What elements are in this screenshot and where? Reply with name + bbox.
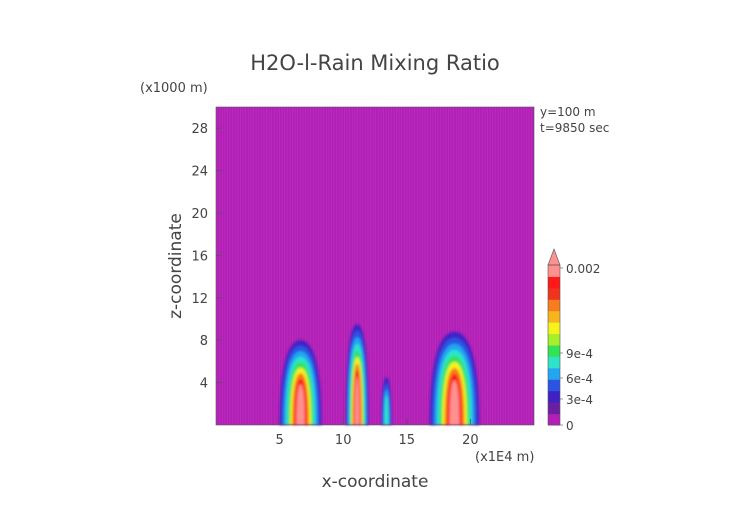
x-tick-label: 20 bbox=[462, 433, 479, 448]
y-axis: 4 8 12 16 20 24 28 bbox=[191, 122, 222, 392]
plume-layer bbox=[296, 384, 305, 425]
colorbar-label: 0 bbox=[566, 419, 574, 433]
y-tick-label: 24 bbox=[191, 165, 208, 180]
colorbar-segment bbox=[548, 310, 560, 323]
colorbar-segment bbox=[548, 287, 560, 300]
y-tick-label: 28 bbox=[191, 122, 208, 137]
x-axis: 5 10 15 20 bbox=[275, 419, 479, 448]
plot-area bbox=[215, 106, 535, 426]
chart-title: H2O-l-Rain Mixing Ratio bbox=[250, 51, 500, 75]
colorbar-segment bbox=[548, 265, 560, 277]
annotation-y: y=100 m bbox=[540, 105, 596, 119]
y-tick-label: 20 bbox=[191, 207, 208, 222]
colorbar-segment bbox=[548, 367, 560, 380]
colorbar-label: 6e-4 bbox=[566, 372, 593, 386]
x-tick-label: 5 bbox=[275, 433, 283, 448]
colorbar-border bbox=[547, 264, 561, 426]
colorbar-segment bbox=[548, 402, 560, 415]
plume-layer bbox=[354, 376, 360, 425]
colorbar-segment bbox=[548, 345, 560, 357]
x-tick-label: 10 bbox=[335, 433, 352, 448]
plume-layer bbox=[449, 380, 460, 425]
y-tick-label: 12 bbox=[191, 292, 208, 307]
colorbar-label: 3e-4 bbox=[566, 393, 593, 407]
colorbar: 0 3e-4 6e-4 9e-4 0.002 bbox=[547, 248, 600, 433]
x-axis-title: x-coordinate bbox=[322, 472, 429, 492]
x-tick-label: 15 bbox=[399, 433, 416, 448]
colorbar-segment bbox=[548, 390, 560, 403]
colorbar-segment bbox=[548, 356, 560, 369]
precip-plumes bbox=[279, 324, 480, 425]
y-tick-label: 16 bbox=[191, 249, 208, 264]
y-tick-label: 4 bbox=[200, 377, 208, 392]
plot-gridtexture bbox=[216, 107, 534, 425]
colorbar-arrow bbox=[547, 248, 561, 266]
colorbar-segment bbox=[548, 299, 560, 312]
colorbar-segment bbox=[548, 333, 560, 346]
colorbar-segment bbox=[548, 322, 560, 335]
y-tick-label: 8 bbox=[200, 334, 208, 349]
y-unit-label: (x1000 m) bbox=[140, 81, 208, 96]
colorbar-segment bbox=[548, 379, 560, 392]
y-axis-title: z-coordinate bbox=[166, 213, 186, 319]
colorbar-segment bbox=[548, 413, 560, 426]
colorbar-label: 9e-4 bbox=[566, 347, 593, 361]
plot-border bbox=[215, 106, 535, 426]
plume-layer bbox=[384, 395, 389, 425]
colorbar-label: 0.002 bbox=[566, 262, 600, 276]
colorbar-segment bbox=[548, 276, 560, 289]
annotation-t: t=9850 sec bbox=[540, 121, 609, 135]
x-unit-label: (x1E4 m) bbox=[475, 450, 534, 465]
